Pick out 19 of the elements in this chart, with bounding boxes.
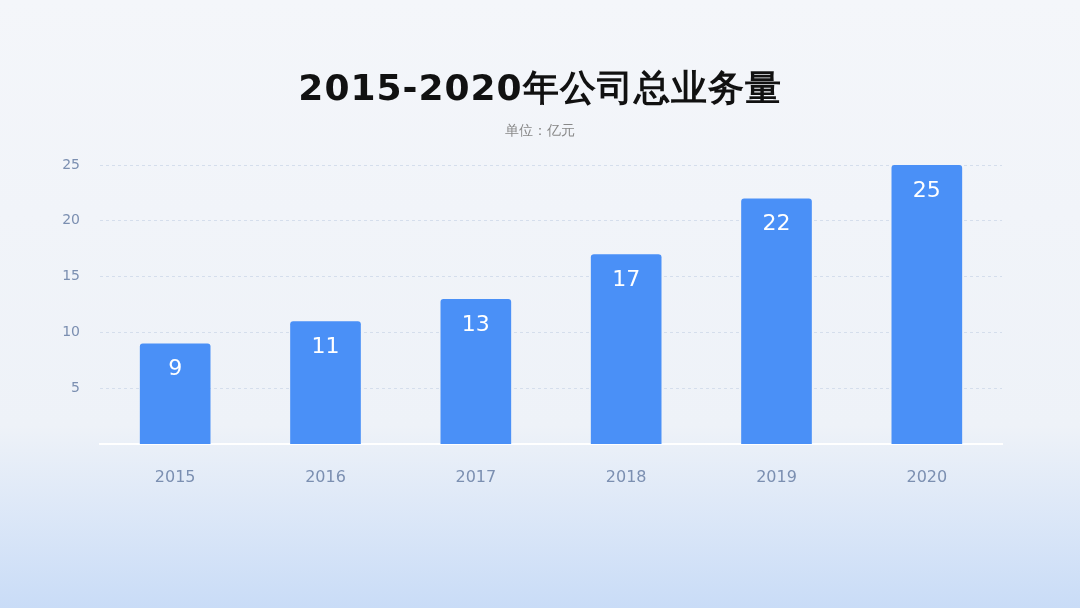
y-tick-label: 25 xyxy=(62,155,80,172)
data-label: 9 xyxy=(168,355,183,381)
data-label: 17 xyxy=(612,266,641,291)
data-label: 22 xyxy=(762,210,791,236)
y-tick-label: 20 xyxy=(62,211,80,228)
y-tick-label: 10 xyxy=(62,323,80,340)
x-tick-label: 2017 xyxy=(455,466,497,486)
chart-title: 2015-2020年公司总业务量 xyxy=(297,66,783,110)
x-tick-label: 2015 xyxy=(154,466,196,486)
x-tick-label: 2016 xyxy=(305,466,346,486)
y-tick-label: 15 xyxy=(62,267,80,284)
data-label: 11 xyxy=(311,332,340,358)
x-tick-label: 2019 xyxy=(756,466,797,486)
x-tick-label: 2020 xyxy=(906,466,948,486)
y-tick-label: 5 xyxy=(71,378,80,395)
x-tick-label: 2018 xyxy=(605,466,647,486)
chart-subtitle: 单位：亿元 xyxy=(504,122,576,140)
data-label: 25 xyxy=(912,176,941,202)
data-label: 13 xyxy=(461,310,490,336)
